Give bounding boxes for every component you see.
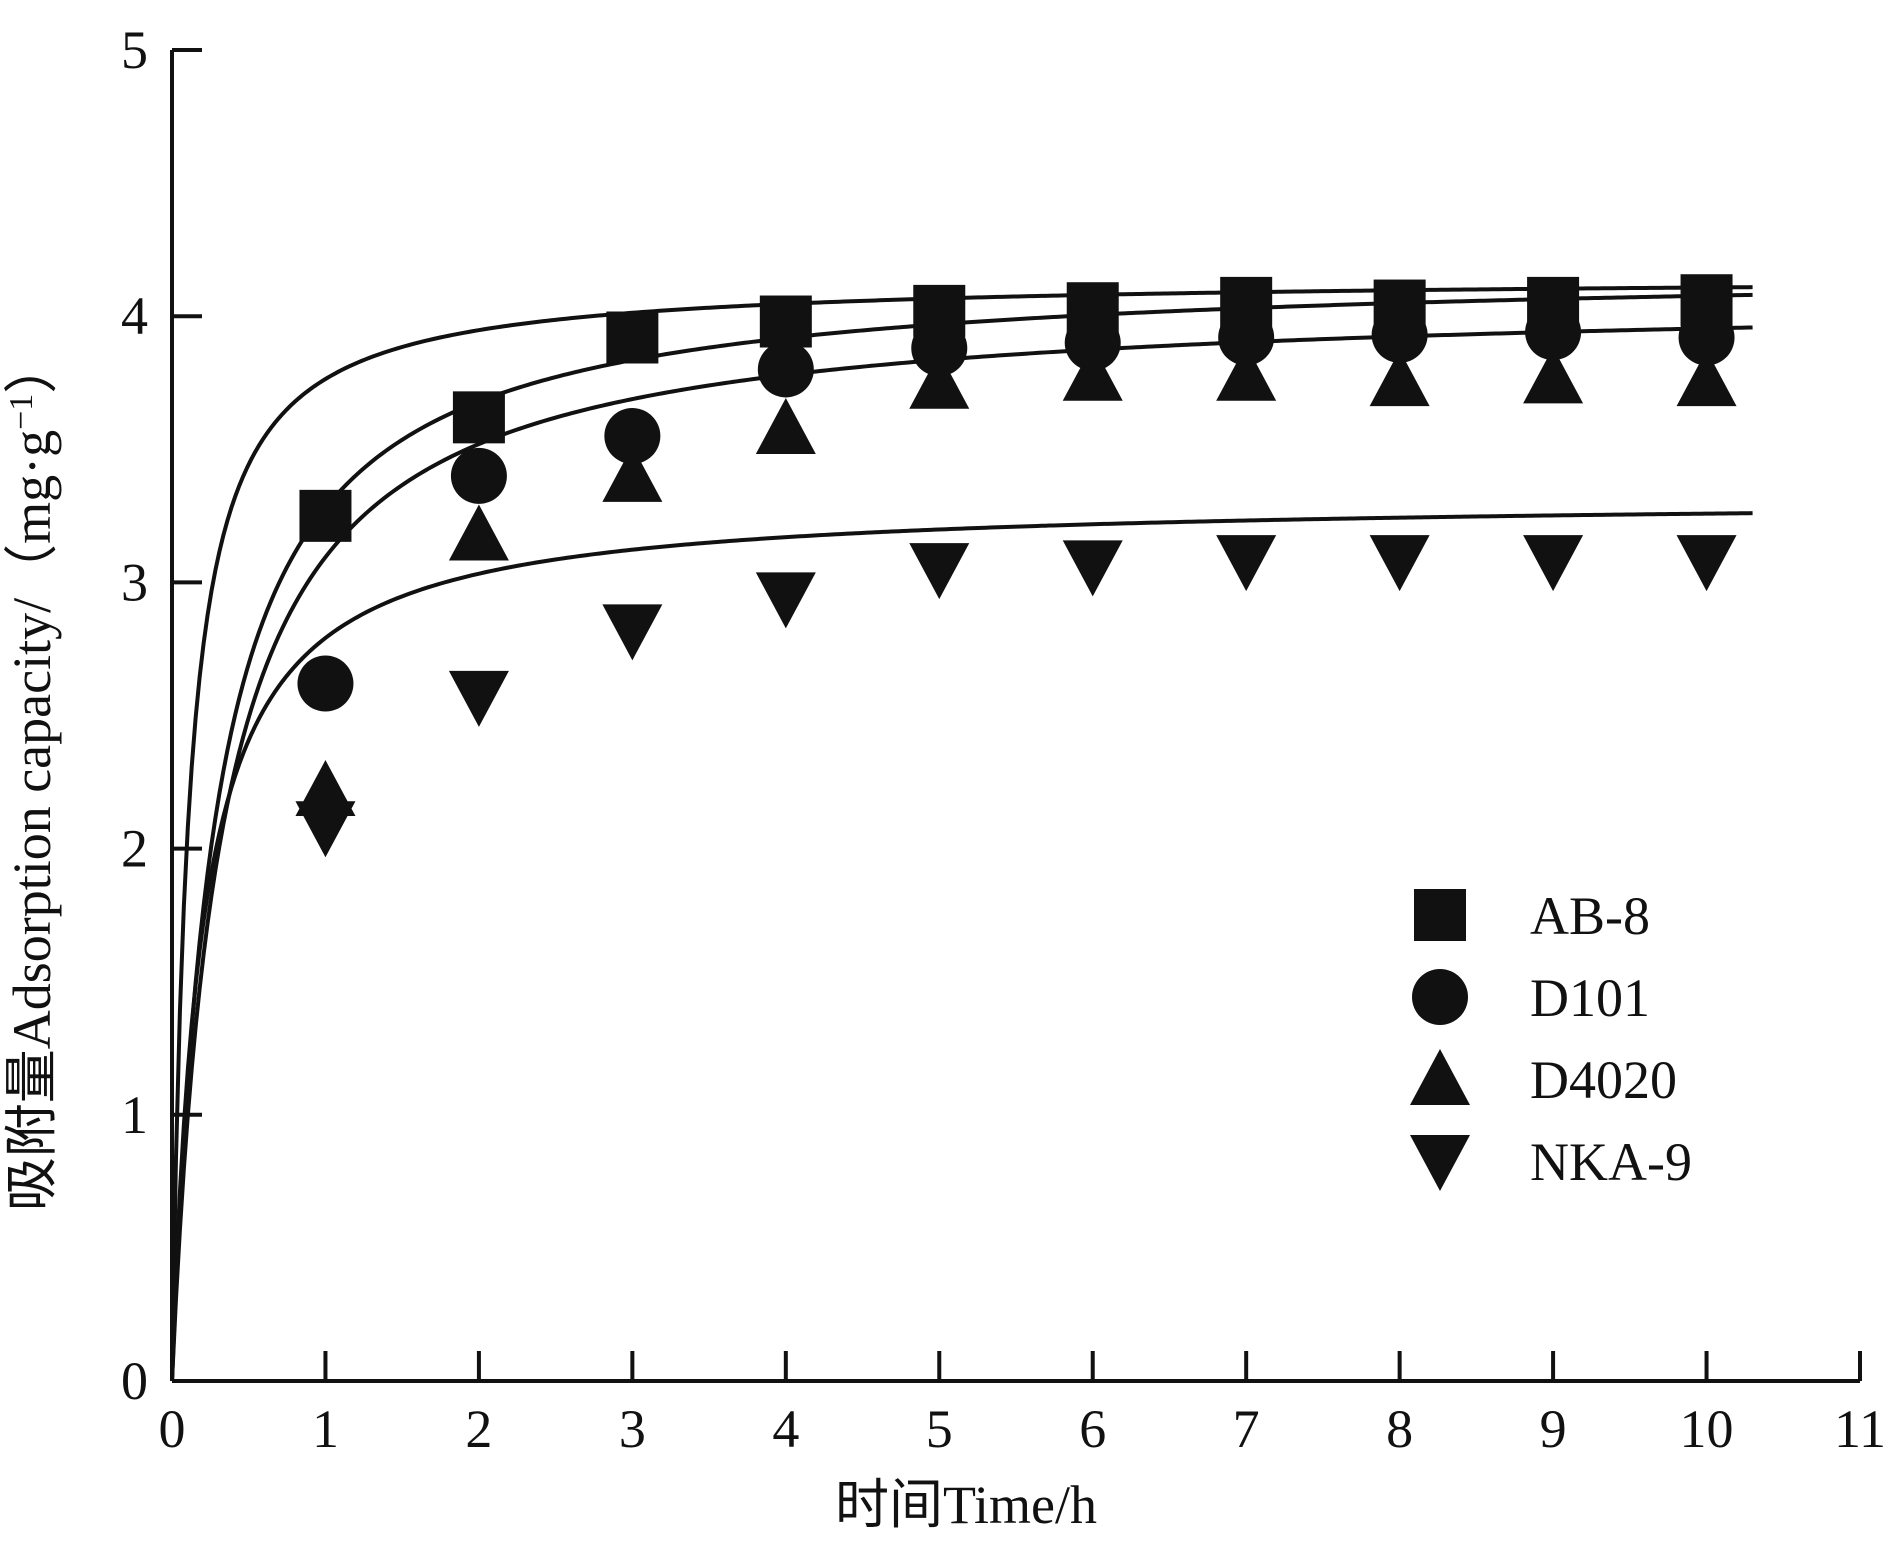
y-tick-label: 5	[121, 20, 148, 80]
data-point-d101	[757, 341, 814, 398]
y-tick-label: 1	[121, 1085, 148, 1145]
data-point-d101	[1064, 314, 1121, 371]
data-point-d101	[604, 407, 661, 464]
y-axis-title-close: ）	[2, 340, 62, 394]
x-tick-label: 11	[1834, 1399, 1886, 1459]
legend-marker-nka-9	[1410, 1135, 1470, 1191]
data-point-d4020	[909, 352, 970, 409]
legend: AB-8 D101 D4020 NKA-9	[1410, 886, 1692, 1192]
fit-curves	[170, 285, 1753, 1382]
y-axis-title-superscript: −1	[3, 394, 40, 430]
x-tick-label: 5	[926, 1399, 953, 1459]
data-point-d101	[1218, 309, 1275, 366]
data-point-d101	[1371, 306, 1428, 363]
data-point-ab-8	[299, 489, 352, 542]
data-point-nka-9	[1062, 540, 1123, 597]
data-point-d101	[1525, 304, 1582, 361]
x-tick-label: 2	[465, 1399, 492, 1459]
data-point-d4020	[1676, 350, 1737, 407]
fit-curve-nka-9	[170, 511, 1753, 1382]
data-point-d4020	[1523, 347, 1584, 404]
data-point-nka-9	[448, 670, 509, 727]
data-point-d4020	[1062, 344, 1123, 401]
data-point-ab-8	[606, 311, 659, 364]
x-axis-title: 时间Time/h	[835, 1475, 1097, 1535]
axes: 0 1 2 3 4 5 0 1 2 3 4 5 6 7 8 9 10 11	[121, 20, 1886, 1459]
fit-curve-d101	[170, 292, 1753, 1382]
data-point-ab-8	[759, 295, 812, 348]
data-point-ab-8	[452, 391, 505, 444]
data-point-nka-9	[295, 801, 356, 858]
legend-label-d101: D101	[1530, 968, 1650, 1028]
y-tick-label: 0	[121, 1351, 148, 1411]
data-point-nka-9	[1369, 535, 1430, 592]
legend-label-d4020: D4020	[1530, 1050, 1677, 1110]
fit-curve-d4020	[170, 325, 1753, 1382]
x-tick-label: 9	[1540, 1399, 1567, 1459]
data-point-d101	[450, 447, 507, 504]
y-tick-label: 3	[121, 552, 148, 612]
x-tick-label: 3	[619, 1399, 646, 1459]
legend-label-ab-8: AB-8	[1530, 886, 1650, 946]
x-tick-label: 6	[1079, 1399, 1106, 1459]
data-point-nka-9	[1523, 535, 1584, 592]
legend-marker-d4020	[1410, 1049, 1470, 1105]
y-tick-label: 4	[121, 286, 148, 346]
x-tick-label: 10	[1680, 1399, 1734, 1459]
data-point-d101	[297, 655, 354, 712]
legend-label-nka-9: NKA-9	[1530, 1132, 1692, 1192]
data-point-d101	[1678, 309, 1735, 366]
legend-marker-ab-8	[1414, 889, 1466, 941]
data-markers	[295, 274, 1737, 858]
y-axis-title: 吸附量Adsorption capacity/（mg·g−1）	[2, 340, 62, 1212]
data-point-d4020	[448, 504, 509, 561]
data-point-d4020	[1216, 344, 1277, 401]
x-tick-label: 8	[1386, 1399, 1413, 1459]
data-point-nka-9	[1216, 535, 1277, 592]
data-point-nka-9	[909, 543, 970, 600]
data-point-d4020	[602, 445, 663, 502]
y-tick-label: 2	[121, 819, 148, 879]
data-point-d4020	[1369, 350, 1430, 407]
legend-marker-d101	[1412, 969, 1468, 1025]
y-axis-title-main: 吸附量Adsorption capacity/（mg·g	[2, 430, 62, 1211]
data-point-nka-9	[1676, 535, 1737, 592]
x-tick-label: 0	[159, 1399, 186, 1459]
x-tick-label: 4	[772, 1399, 799, 1459]
x-tick-label: 7	[1233, 1399, 1260, 1459]
data-point-nka-9	[602, 604, 663, 661]
data-point-d4020	[755, 398, 816, 455]
fit-curve-ab-8	[170, 285, 1753, 1382]
x-tick-label: 1	[312, 1399, 339, 1459]
data-point-d101	[911, 320, 968, 377]
data-point-nka-9	[755, 572, 816, 629]
